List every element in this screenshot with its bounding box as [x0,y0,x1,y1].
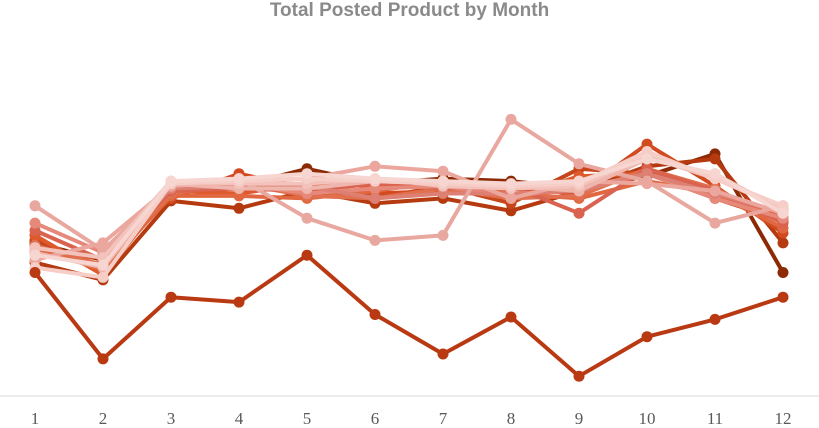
x-tick-label: 10 [639,409,656,428]
data-point [369,160,381,172]
data-point [777,207,789,219]
data-point [505,311,517,323]
x-tick-label: 9 [575,409,584,428]
data-point [369,192,381,204]
series-14-line [34,154,784,260]
series-16-line [34,156,785,268]
data-point [369,173,381,185]
data-point [29,200,41,212]
x-tick-label: 2 [99,409,108,428]
series-17-line [33,253,784,379]
x-tick-label: 12 [775,409,792,428]
series-15-line [34,149,784,280]
series-layer [29,113,789,382]
data-point [233,202,245,214]
x-tick-label: 5 [303,409,312,428]
chart-title: Total Posted Product by Month [269,0,550,21]
data-point [709,168,721,180]
data-point [777,237,789,249]
data-point [233,173,245,185]
x-tick-layer: 1 2 3 4 5 6 7 8 9 10 11 12 [31,409,792,428]
data-point [505,113,517,125]
data-point [777,291,789,303]
data-point [29,267,41,278]
x-tick-label: 7 [439,409,448,428]
data-point [301,212,313,224]
data-point [233,296,245,308]
x-tick-label: 3 [167,409,176,428]
data-point [709,313,721,325]
data-point [709,217,721,229]
data-point [301,168,313,180]
data-point [29,217,41,229]
data-point [505,192,517,204]
data-point [97,237,109,249]
data-point [573,175,585,187]
x-tick-label: 8 [507,409,516,428]
x-tick-label: 11 [707,409,723,428]
data-point [437,229,449,241]
series-16 [29,153,789,271]
data-point [777,267,789,278]
data-point [301,249,313,261]
x-tick-label: 6 [371,409,380,428]
series-17 [29,249,789,382]
data-point [437,348,449,360]
data-point [573,370,585,382]
series-2-line [34,156,785,282]
data-point [641,153,653,165]
data-point [437,165,449,177]
data-point [165,291,177,303]
data-point [709,153,721,165]
data-point [369,234,381,246]
data-point [641,331,653,343]
data-point [437,175,449,187]
data-point [97,271,109,283]
data-point [573,207,585,219]
data-point [97,259,109,271]
data-point [369,309,381,320]
data-point [573,158,585,170]
x-tick-label: 4 [235,409,244,428]
data-point [165,175,177,187]
data-point [709,185,721,197]
data-point [505,178,517,190]
data-point [29,249,41,261]
data-point [97,353,109,365]
data-point [641,178,653,190]
x-tick-label: 1 [31,409,40,428]
